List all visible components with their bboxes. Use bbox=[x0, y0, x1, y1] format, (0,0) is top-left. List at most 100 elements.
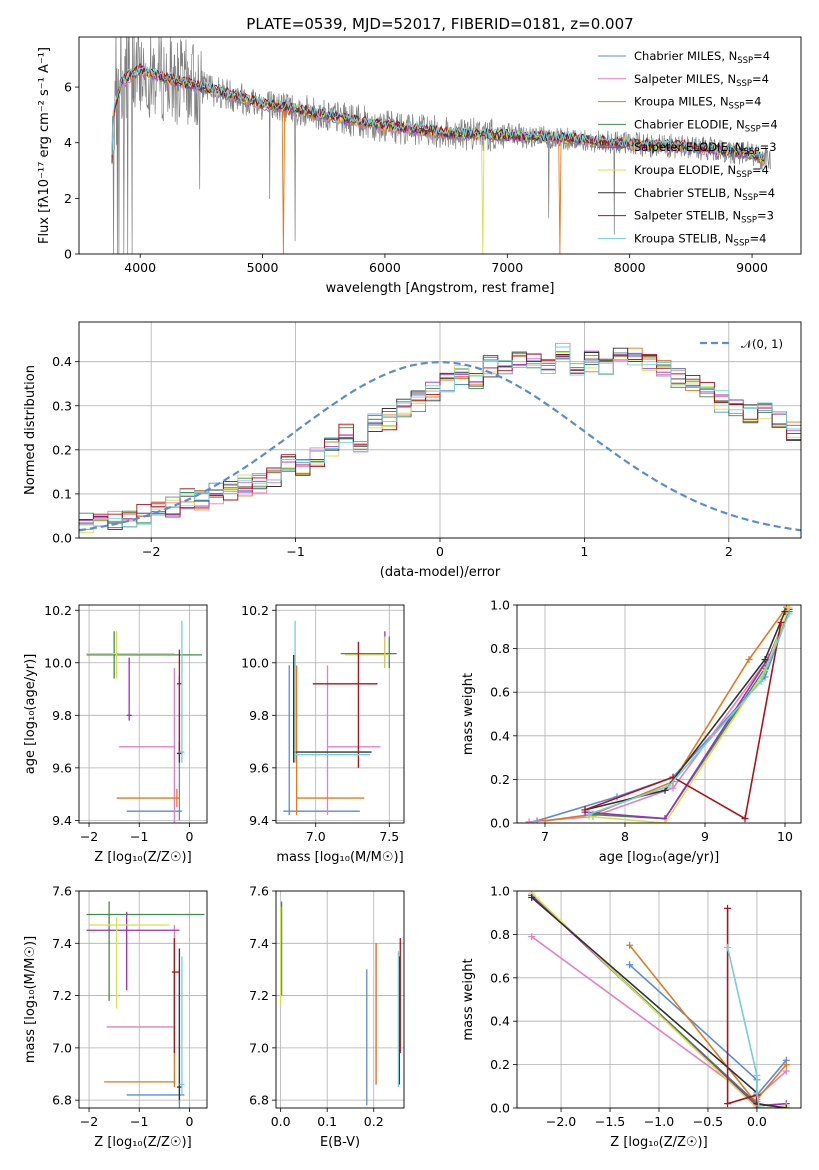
x-tick-label: 8000 bbox=[614, 260, 646, 275]
x-axis-label: age [log₁₀(age/yr)] bbox=[599, 850, 720, 865]
weight-line-chabrier-miles bbox=[536, 611, 790, 822]
weight-marker-salpeter-miles bbox=[528, 933, 536, 941]
weight-marker-chabrier-stelib bbox=[761, 656, 769, 663]
grid bbox=[517, 890, 801, 1109]
x-tick-label: 5000 bbox=[247, 260, 279, 275]
weight-marker-chabrier-miles bbox=[626, 961, 634, 969]
axes-frame bbox=[516, 890, 802, 1109]
panel-age-vs-Z: −2 −1 0 9.4 9.6 9.8 10.0 10.2 Z [log₁₀(Z/Z☉)] age… bbox=[23, 603, 208, 865]
x-axis-label: wavelength [Angstrom, rest frame] bbox=[326, 281, 555, 296]
x-tick-label: 9 bbox=[701, 829, 709, 844]
x-axis-label: Z [log₁₀(Z/Z☉)] bbox=[94, 850, 191, 865]
weight-marker-chabrier-stelib bbox=[781, 608, 789, 616]
axes-frame bbox=[275, 890, 405, 1109]
y-axis-label: mass [log₁₀(M/M☉)] bbox=[23, 936, 38, 1063]
x-tick-label: 9000 bbox=[736, 260, 768, 275]
legend-label-kroupa-elodie: Kroupa ELODIE, NSSP=4 bbox=[634, 163, 769, 180]
legend-label-chabrier-elodie: Chabrier ELODIE, NSSP=4 bbox=[634, 117, 778, 134]
y-tick-label: 0.8 bbox=[490, 641, 510, 656]
y-tick-label: 0.2 bbox=[52, 442, 72, 457]
x-tick-label: −0.5 bbox=[693, 1114, 723, 1129]
plot-area bbox=[528, 891, 790, 1108]
weight-marker-kroupa-stelib bbox=[757, 677, 765, 685]
y-tick-label: 0 bbox=[64, 247, 72, 262]
x-axis-label: mass [log₁₀(M/M☉)] bbox=[276, 850, 403, 865]
y-tick-label: 0.6 bbox=[490, 685, 510, 700]
histogram-salpeter-miles bbox=[79, 342, 801, 525]
grid bbox=[517, 604, 801, 824]
y-tick-label: 6.8 bbox=[52, 1093, 72, 1108]
weight-marker-kroupa-miles bbox=[541, 817, 549, 823]
x-tick-label: −1 bbox=[286, 544, 304, 559]
x-axis-label: (data-model)/error bbox=[380, 565, 501, 580]
weight-marker-chabrier-stelib bbox=[782, 1104, 790, 1108]
y-tick-label: 1.0 bbox=[490, 598, 510, 613]
axes-frame bbox=[275, 604, 405, 824]
plot-area bbox=[280, 901, 401, 1106]
legend-label-salpeter-stelib: Salpeter STELIB, NSSP=3 bbox=[634, 209, 774, 226]
weight-line-salpeter-stelib bbox=[584, 622, 782, 820]
weight-marker-kroupa-stelib bbox=[755, 1102, 763, 1108]
x-tick-label: 0.0 bbox=[271, 1114, 291, 1129]
weight-line-kroupa-stelib bbox=[588, 613, 790, 816]
x-tick-label: 7 bbox=[541, 829, 549, 844]
legend-label-normal: 𝒩(0, 1) bbox=[741, 337, 783, 351]
grid bbox=[79, 605, 207, 823]
y-tick-label: 0.4 bbox=[490, 728, 510, 743]
x-tick-label: −2 bbox=[80, 829, 98, 844]
y-tick-label: 0.8 bbox=[490, 927, 510, 942]
weight-marker-kroupa-stelib bbox=[753, 1089, 761, 1097]
x-tick-label: 7000 bbox=[491, 260, 523, 275]
y-tick-label: 0.1 bbox=[52, 486, 72, 501]
axes-frame bbox=[78, 604, 208, 824]
y-tick-label: 9.8 bbox=[249, 708, 269, 723]
x-tick-label: 7.0 bbox=[306, 829, 326, 844]
y-tick-label: 7.2 bbox=[52, 988, 72, 1003]
x-tick-label: −2 bbox=[80, 1114, 98, 1129]
y-tick-label: 0.2 bbox=[490, 772, 510, 787]
axes-frame bbox=[516, 604, 802, 824]
panel-weight-vs-age: 7 8 9 10 0.0 0.2 0.4 0.6 0.8 1.0 age [log₁₀(age/yr… bbox=[461, 598, 802, 865]
y-tick-label: 9.4 bbox=[52, 813, 72, 828]
y-tick-label: 2 bbox=[64, 191, 72, 206]
weight-marker-kroupa-stelib bbox=[585, 810, 593, 818]
legend-label-kroupa-stelib: Kroupa STELIB, NSSP=4 bbox=[634, 231, 766, 248]
x-axis-label: Z [log₁₀(Z/Z☉)] bbox=[94, 1135, 191, 1150]
plot-area bbox=[111, 37, 771, 254]
panel-mass-vs-Z: −2 −1 0 6.8 7.0 7.2 7.4 7.6 Z [log₁₀(Z/Z☉)] mass … bbox=[23, 884, 208, 1150]
weight-line-salpeter-elodie bbox=[584, 609, 790, 820]
y-tick-label: 1.0 bbox=[490, 884, 510, 899]
panel-spectrum: 4000 5000 6000 7000 8000 9000 0 2 4 6 wavelength [… bbox=[37, 36, 802, 296]
weight-marker-kroupa-stelib bbox=[785, 610, 793, 618]
x-tick-label: 2 bbox=[725, 544, 733, 559]
y-tick-label: 4 bbox=[64, 135, 72, 150]
y-tick-label: 7.0 bbox=[52, 1040, 72, 1055]
x-tick-label: 6000 bbox=[369, 260, 401, 275]
y-tick-label: 6 bbox=[64, 80, 72, 95]
y-tick-label: 0.4 bbox=[490, 1014, 510, 1029]
y-axis-label: mass weight bbox=[461, 673, 476, 755]
histogram-salpeter-elodie bbox=[79, 350, 801, 529]
normal-curve bbox=[79, 360, 801, 532]
y-tick-label: 0.0 bbox=[52, 531, 72, 546]
weight-marker-kroupa-elodie bbox=[661, 819, 669, 823]
spectrum-legend: Chabrier MILES, NSSP=4 Salpeter MILES, NS… bbox=[598, 49, 778, 248]
grid bbox=[276, 890, 404, 1108]
panel-mass-vs-EBV: 0.0 0.1 0.2 6.8 7.0 7.2 7.4 7.6 E(B-V) bbox=[249, 884, 405, 1150]
y-tick-label: 0.4 bbox=[52, 354, 72, 369]
y-tick-label: 0.3 bbox=[52, 398, 72, 413]
x-tick-label: 8 bbox=[621, 829, 629, 844]
weight-marker-kroupa-stelib bbox=[665, 782, 673, 790]
y-tick-label: 9.6 bbox=[249, 760, 269, 775]
y-tick-label: 10.0 bbox=[241, 655, 269, 670]
figure-title: PLATE=0539, MJD=52017, FIBERID=0181, z=0… bbox=[246, 15, 633, 33]
y-tick-label: 9.4 bbox=[249, 813, 269, 828]
y-tick-label: 10.0 bbox=[44, 655, 72, 670]
histogram-kroupa-elodie bbox=[79, 351, 801, 534]
y-tick-label: 7.2 bbox=[249, 988, 269, 1003]
weight-marker-kroupa-miles bbox=[782, 1061, 790, 1069]
y-axis-label: Normed distribution bbox=[23, 365, 38, 495]
weight-marker-kroupa-stelib bbox=[753, 1071, 761, 1079]
x-tick-label: 4000 bbox=[124, 260, 156, 275]
